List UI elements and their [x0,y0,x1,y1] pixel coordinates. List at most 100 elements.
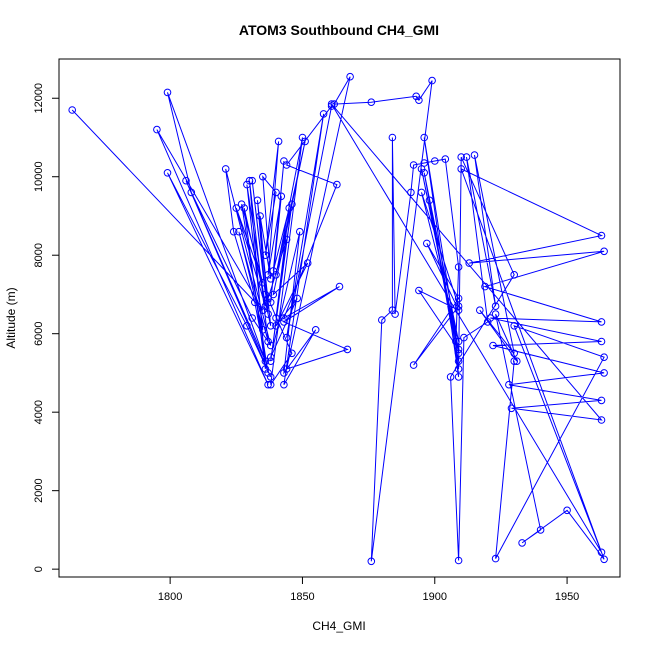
data-point [510,322,519,330]
x-axis-ticks: 1800 1850 1900 1950 [158,577,579,603]
data-point [483,318,492,326]
data-point [367,557,376,566]
x-axis-label: CH4_GMI [312,619,365,633]
data-point [280,380,288,389]
data-point [298,133,307,142]
data-point [446,373,455,381]
data-point [327,100,336,108]
data-point [296,227,304,236]
data-point [280,369,288,377]
data-point [269,290,278,299]
data-point [597,416,606,424]
data-point [454,365,463,373]
data-point [280,157,288,165]
data-point [420,133,429,142]
data-point [288,349,296,358]
data-point [513,357,521,366]
data-point [454,337,463,346]
data-point [282,235,291,244]
data-point [465,259,474,267]
data-point [261,365,270,373]
data-point [280,318,288,326]
data-point [232,204,241,212]
data-point [335,282,344,291]
data-point [409,361,418,369]
data-point [266,353,275,362]
data-point [391,310,399,318]
data-point [454,306,463,315]
data-point [452,337,460,346]
data-point [285,204,294,212]
data-point [272,188,280,197]
data-point [259,306,267,315]
data-point [243,180,251,189]
data-point [272,322,280,330]
data-point [261,290,270,299]
data-point [481,282,489,291]
data-point [187,188,196,197]
y-tick-label: 10000 [33,161,45,192]
data-point [454,263,463,271]
data-point [264,271,272,279]
data-point [277,192,286,201]
data-point [600,353,608,362]
data-point [454,556,463,565]
data-point [256,212,264,220]
data-point [266,380,275,389]
data-point [415,286,423,295]
y-axis-label: Altitude (m) [4,287,18,348]
data-point [417,165,426,173]
x-tick-label: 1850 [290,591,314,603]
data-point [282,365,291,373]
data-point [563,506,571,515]
data-point [597,548,606,557]
data-point [388,133,397,142]
data-point [597,318,606,326]
x-tick-label: 1950 [555,591,579,603]
data-point [454,294,463,303]
data-point [343,345,352,354]
data-point [491,302,500,311]
data-point [311,326,320,334]
data-point [261,357,270,366]
data-point [491,310,500,318]
data-point [153,125,161,134]
data-point [288,200,296,208]
data-point [510,349,519,358]
data-point [259,326,267,334]
data-point [261,251,270,259]
data-point [330,100,339,108]
data-point [505,380,513,389]
y-tick-label: 12000 [33,83,45,114]
data-point [428,76,436,85]
data-point [454,349,463,358]
data-point [441,155,450,163]
data-point [221,165,230,173]
data-point [507,404,516,413]
data-point [510,271,519,279]
data-point [425,196,434,205]
data-point [460,333,468,342]
data-point [266,373,275,381]
data-point [454,302,463,311]
data-point [457,153,466,161]
y-tick-label: 8000 [33,243,45,267]
data-point [454,373,463,381]
data-point [282,161,291,169]
data-point [378,316,386,324]
data-point [235,227,243,236]
data-point [259,172,267,181]
data-point [412,92,421,101]
data-point [470,151,479,159]
data-point [346,72,354,81]
data-point [319,110,328,118]
x-tick-label: 1900 [423,591,447,603]
data-point [597,337,606,346]
data-point [261,302,270,311]
data-point [266,298,275,307]
data-point [266,341,275,350]
data-point [454,345,463,354]
data-point [264,310,272,318]
data-point [518,539,526,547]
